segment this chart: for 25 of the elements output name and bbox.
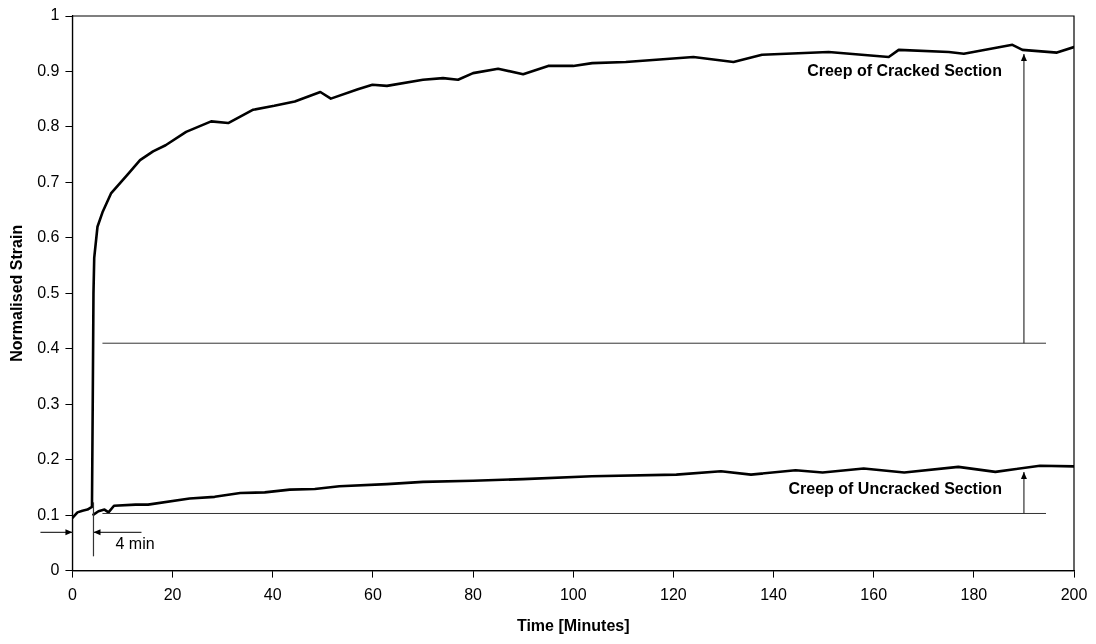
x-tick-label: 60: [364, 585, 382, 603]
x-tick-label: 20: [163, 585, 182, 603]
x-tick-label: 80: [464, 585, 483, 603]
y-tick-label: 1: [50, 6, 60, 24]
x-tick-label: 160: [860, 585, 888, 603]
y-tick-label: 0.7: [37, 172, 60, 190]
y-tick-label: 0: [50, 561, 60, 579]
y-tick-label: 0.4: [37, 339, 60, 357]
y-tick-label: 0.2: [37, 450, 60, 468]
annotation: Creep of Uncracked Section: [788, 480, 1002, 498]
x-tick-label: 0: [67, 585, 77, 603]
x-tick-label: 100: [559, 585, 587, 603]
y-tick-label: 0.5: [37, 283, 60, 301]
x-tick-label: 120: [660, 585, 687, 603]
x-axis-title: Time [Minutes]: [516, 616, 630, 634]
y-axis-title: Normalised Strain: [8, 224, 26, 362]
x-tick-label: 140: [760, 585, 787, 603]
y-tick-label: 0.9: [37, 61, 60, 79]
y-tick-label: 0.8: [37, 117, 60, 135]
x-tick-label: 180: [960, 585, 988, 603]
y-tick-label: 0.3: [37, 394, 60, 412]
y-tick-label: 0.6: [37, 228, 60, 246]
x-tick-label: 40: [263, 585, 282, 603]
annotation: Creep of Cracked Section: [807, 62, 1002, 80]
x-tick-label: 200: [1060, 585, 1088, 603]
